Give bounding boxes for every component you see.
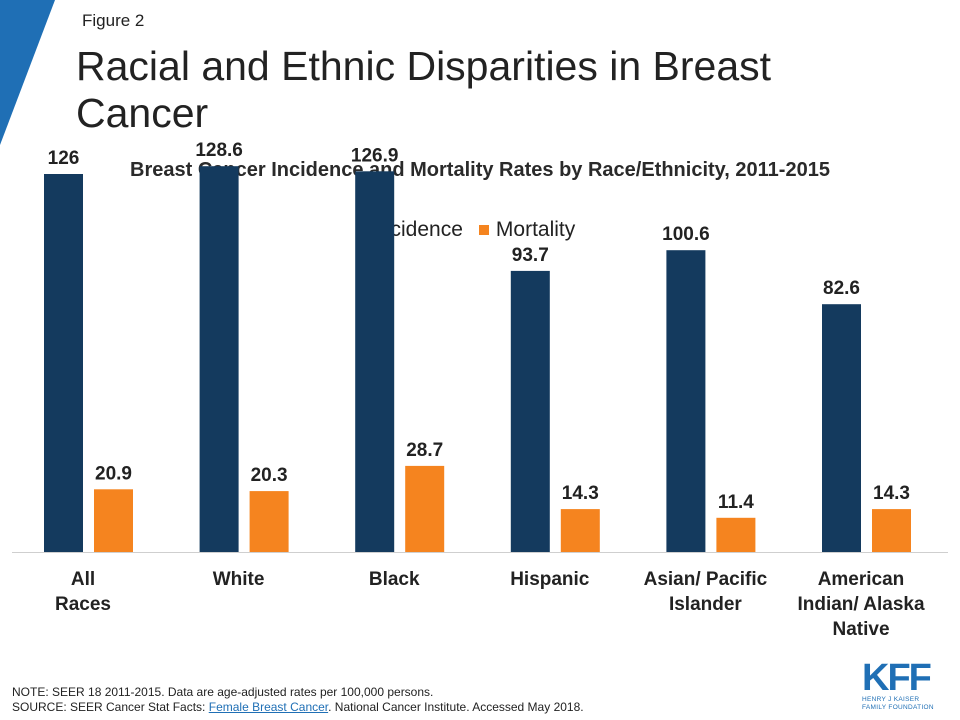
data-label-incidence-4: 100.6 — [662, 224, 710, 245]
category-label-4: Asian/ Pacific Islander — [644, 569, 768, 615]
data-label-incidence-0: 126 — [48, 148, 80, 169]
bar-incidence-4 — [666, 250, 706, 552]
source-link[interactable]: Female Breast Cancer — [208, 700, 329, 714]
kff-logo: KFF HENRY J KAISER FAMILY FOUNDATION — [862, 657, 948, 711]
category-label-5: American Indian/ Alaska Native — [797, 569, 924, 640]
bar-mortality-0 — [94, 489, 133, 552]
data-label-mortality-3: 14.3 — [562, 483, 599, 504]
data-label-incidence-3: 93.7 — [512, 245, 549, 266]
logo-sub-line1: HENRY J KAISER — [862, 696, 920, 703]
bar-incidence-1 — [199, 166, 239, 552]
bar-mortality-3 — [560, 509, 600, 552]
legend: Incidence Mortality — [356, 218, 591, 242]
legend-item-mortality: Mortality — [478, 218, 576, 242]
bar-incidence-0 — [44, 174, 83, 552]
chart-title: Breast Cancer Incidence and Mortality Ra… — [130, 159, 830, 181]
data-label-mortality-1: 20.3 — [251, 465, 288, 486]
data-label-mortality-0: 20.9 — [95, 463, 132, 484]
bar-mortality-5 — [872, 509, 911, 552]
note-text: NOTE: SEER 18 2011-2015. Data are age-ad… — [12, 685, 434, 699]
bar-chart: 126 20.9 All Races 128.6 20.3 White 126.9 28.7 Bl… — [12, 140, 948, 640]
legend-label-mortality: Mortality — [495, 218, 576, 241]
bar-incidence-3 — [510, 270, 550, 552]
data-label-mortality-2: 28.7 — [406, 440, 443, 461]
legend-label-incidence: Incidence — [373, 218, 463, 241]
figure-label: Figure 2 — [82, 11, 145, 30]
logo-letters: KFF — [862, 657, 932, 699]
logo-sub-line2: FAMILY FOUNDATION — [862, 703, 934, 711]
corner-accent — [0, 0, 55, 145]
bar-mortality-2 — [405, 465, 445, 552]
legend-swatch-mortality — [478, 225, 489, 235]
logo-subtitle: HENRY J KAISER FAMILY FOUNDATION — [862, 696, 948, 711]
bar-mortality-1 — [249, 491, 289, 552]
data-label-mortality-5: 14.3 — [873, 483, 910, 504]
data-label-mortality-4: 11.4 — [718, 492, 754, 513]
data-label-incidence-2: 126.9 — [351, 145, 399, 166]
footnote: NOTE: SEER 18 2011-2015. Data are age-ad… — [12, 685, 584, 715]
data-label-incidence-5: 82.6 — [823, 278, 860, 299]
bar-incidence-5 — [822, 304, 861, 552]
category-label-3: Hispanic — [510, 569, 590, 590]
source-prefix: SOURCE: SEER Cancer Stat Facts: — [12, 700, 209, 714]
page-title: Racial and Ethnic Disparities in Breast … — [76, 43, 772, 136]
data-label-incidence-1: 128.6 — [195, 140, 243, 161]
source-text: SOURCE: SEER Cancer Stat Facts: Female B… — [12, 700, 584, 715]
bar-incidence-2 — [355, 171, 395, 553]
category-label-0: All Races — [55, 569, 111, 615]
source-suffix: . National Cancer Institute. Accessed Ma… — [328, 700, 584, 714]
category-label-1: White — [213, 569, 265, 590]
bar-mortality-4 — [716, 517, 756, 552]
category-label-2: Black — [369, 569, 420, 590]
